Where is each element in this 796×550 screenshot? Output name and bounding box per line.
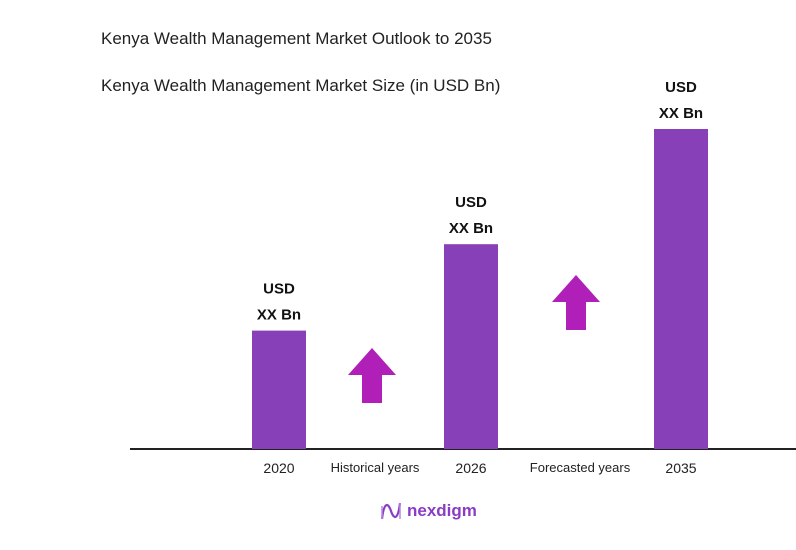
data-label-line2: XX Bn — [449, 220, 493, 237]
x-tick-label: 2020 — [263, 460, 294, 476]
data-label-line2: XX Bn — [257, 307, 301, 324]
chart-title: Kenya Wealth Management Market Outlook t… — [101, 29, 492, 48]
x-tick-label: 2035 — [665, 460, 696, 476]
data-label-line1: USD — [665, 79, 697, 96]
annotation-label: Historical years — [331, 460, 420, 475]
x-tick-label: 2026 — [455, 460, 486, 476]
annotation-label: Forecasted years — [530, 460, 631, 475]
nexdigm-logo: nexdigm — [380, 500, 477, 522]
bar-2026 — [444, 244, 498, 449]
logo-text: nexdigm — [407, 501, 477, 520]
up-arrow-icon — [552, 275, 600, 330]
data-label-line1: USD — [455, 194, 487, 211]
data-label-line2: XX Bn — [659, 105, 703, 122]
chart-subtitle: Kenya Wealth Management Market Size (in … — [101, 76, 501, 95]
bar-2035 — [654, 129, 708, 449]
up-arrow-icon — [348, 348, 396, 403]
bar-2020 — [252, 330, 306, 449]
logo-wave-icon — [380, 502, 402, 520]
data-label-line1: USD — [263, 281, 295, 298]
